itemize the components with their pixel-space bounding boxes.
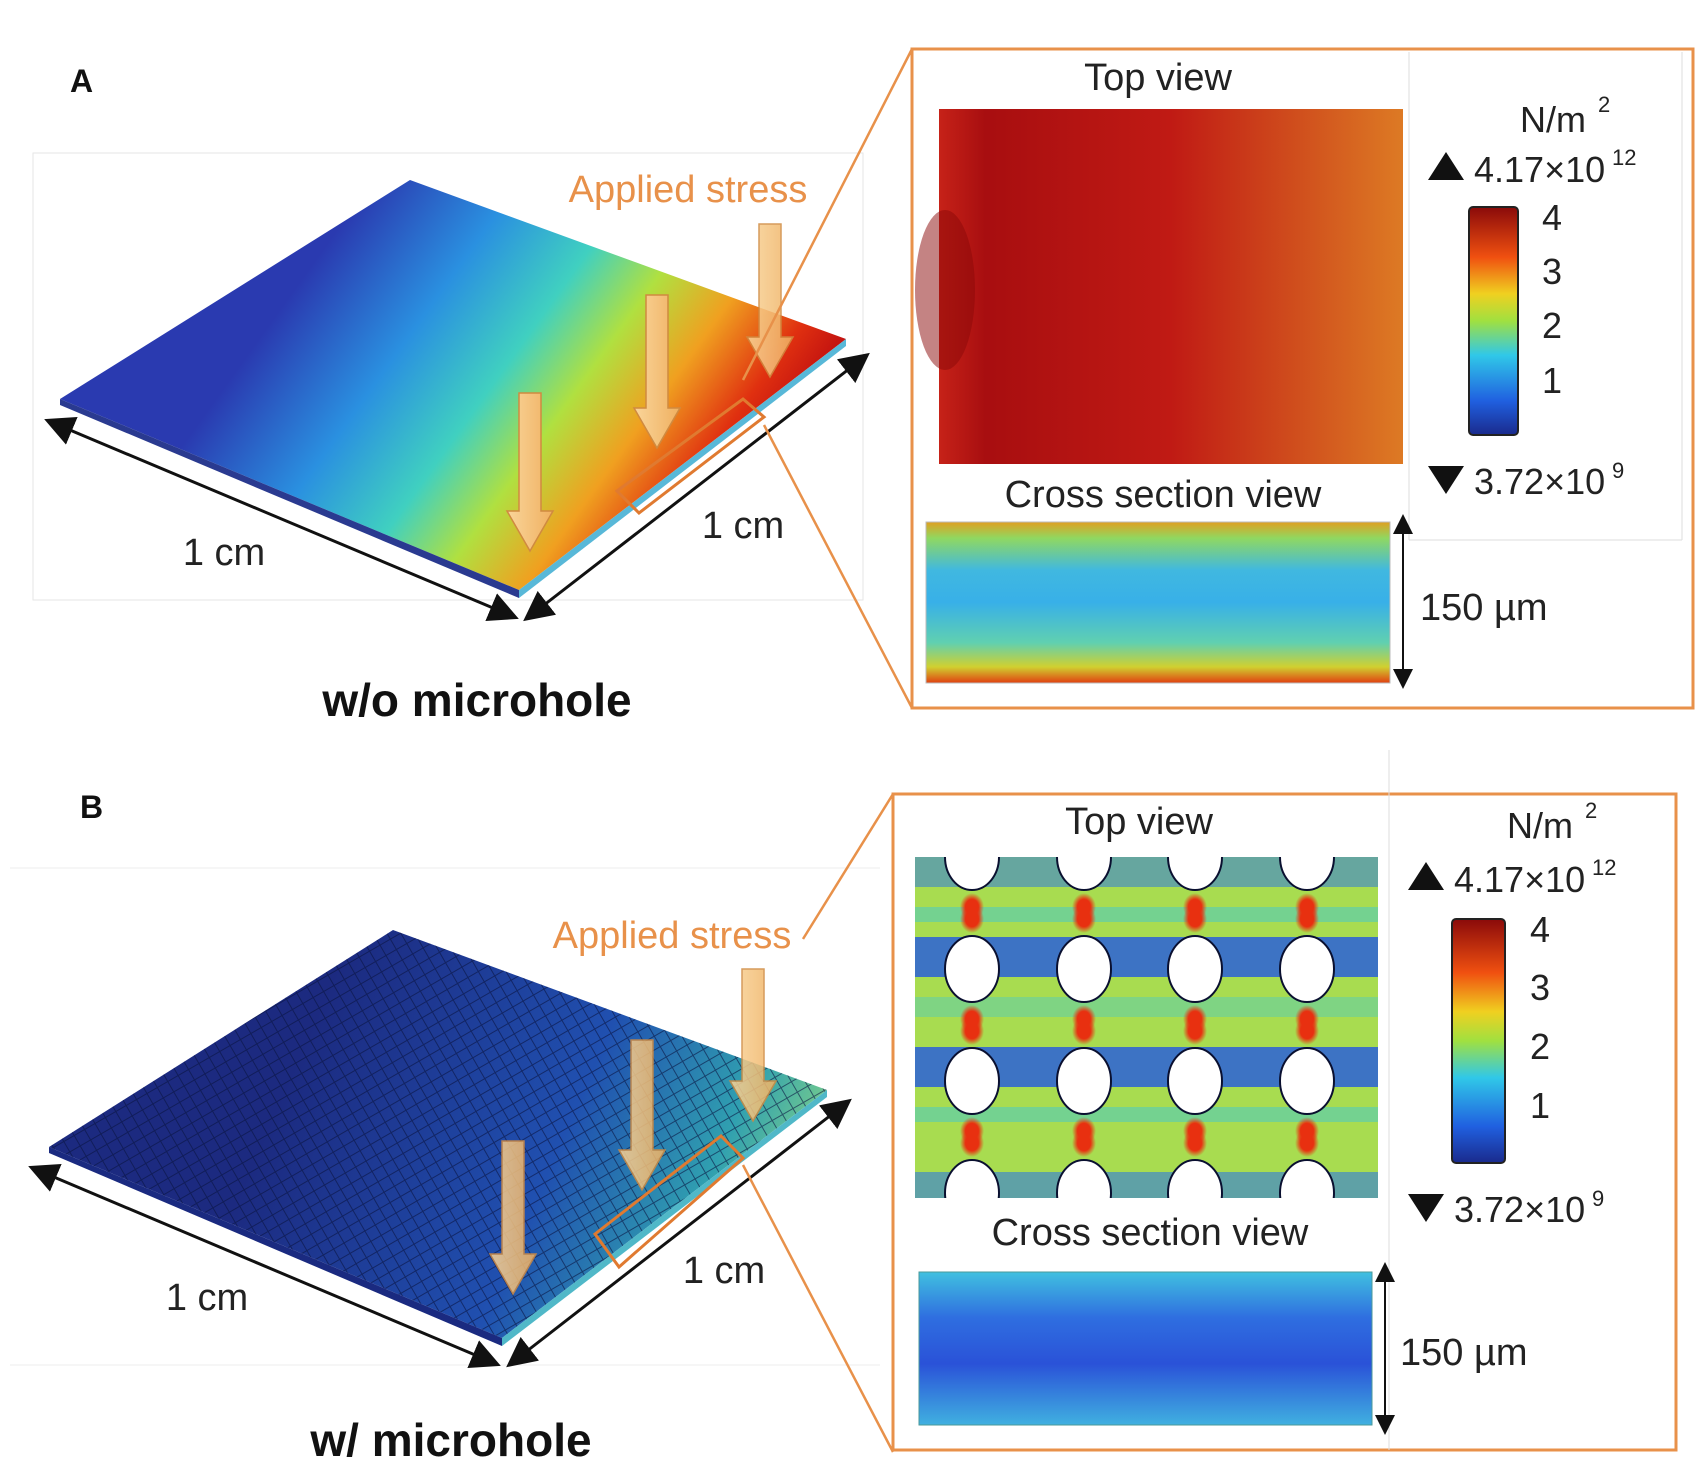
unit-exponent: 2 [1598, 92, 1610, 117]
microhole [1167, 857, 1223, 891]
microhole [1167, 1047, 1223, 1115]
colorbar-tick: 1 [1542, 360, 1562, 401]
thickness-label: 150 µm [1420, 587, 1548, 629]
panel-label: B [80, 789, 103, 825]
min-triangle-icon [1428, 466, 1464, 494]
dimension-line [523, 352, 870, 622]
max-triangle-icon [1428, 152, 1464, 180]
max-exponent: 12 [1612, 145, 1636, 170]
stress-concentration [960, 1129, 984, 1157]
stress-concentration [1295, 905, 1319, 933]
panel-caption: w/o microhole [321, 674, 631, 726]
colorbar-tick: 4 [1530, 909, 1550, 950]
microhole [1167, 935, 1223, 1003]
colorbar-tick: 1 [1530, 1085, 1550, 1126]
microhole [1167, 1159, 1223, 1198]
cross-section-plot [925, 521, 1391, 684]
stress-concentration [1183, 1017, 1207, 1045]
dimension-line [44, 416, 519, 622]
connector-line [741, 1164, 895, 1453]
panel-b: B 1 cm 1 cm Applied stress w/ microhole … [10, 750, 1678, 1460]
top-view-plot [915, 857, 1378, 1198]
dimension-y-label: 1 cm [702, 505, 784, 547]
stress-concentration [1072, 905, 1096, 933]
panel-caption: w/ microhole [309, 1414, 591, 1460]
connector-line [762, 424, 914, 709]
top-view-title: Top view [1084, 57, 1232, 99]
microhole [1279, 935, 1335, 1003]
stress-concentration [1183, 905, 1207, 933]
zoom-region-box [614, 397, 767, 515]
microhole [1056, 1047, 1112, 1115]
dimension-y-label: 1 cm [683, 1250, 765, 1292]
stress-arrow-icon [488, 1140, 538, 1296]
stress-arrow-icon [632, 294, 682, 450]
max-triangle-icon [1408, 862, 1444, 890]
colorbar-tick: 4 [1542, 197, 1562, 238]
stress-arrow-icon [745, 223, 795, 379]
cross-section-title: Cross section view [992, 1212, 1309, 1254]
max-exponent: 12 [1592, 855, 1616, 880]
microhole [944, 857, 1000, 891]
max-value: 4.17×10 [1454, 859, 1585, 900]
stress-concentration [1072, 1129, 1096, 1157]
unit-label: N/m [1520, 99, 1586, 140]
microhole [944, 935, 1000, 1003]
min-exponent: 9 [1612, 458, 1624, 483]
stress-arrows [505, 223, 795, 553]
panel-label: A [70, 63, 93, 99]
applied-stress-label: Applied stress [553, 915, 792, 957]
microhole [1056, 935, 1112, 1003]
stress-arrow-icon [617, 1039, 667, 1192]
colorbar: N/m 2 4.17×10 12 4 3 2 1 3.72×10 9 [1408, 798, 1616, 1230]
colorbar-tick: 2 [1542, 305, 1562, 346]
unit-exponent: 2 [1585, 798, 1597, 823]
max-value: 4.17×10 [1474, 149, 1605, 190]
stress-arrows [488, 968, 778, 1296]
stress-hotspot [915, 210, 975, 370]
microhole [1279, 857, 1335, 891]
dimension-x-label: 1 cm [166, 1277, 248, 1319]
microhole [1056, 1159, 1112, 1198]
min-value: 3.72×10 [1474, 461, 1605, 502]
dimension-line [506, 1098, 852, 1368]
stress-concentration [960, 905, 984, 933]
connector-line [741, 48, 914, 381]
stress-concentration [1072, 1017, 1096, 1045]
zoom-region-box [592, 1134, 746, 1270]
cross-section-title: Cross section view [1005, 474, 1322, 516]
stress-concentration [1295, 1017, 1319, 1045]
top-view-title: Top view [1065, 801, 1213, 843]
top-view-plot [939, 109, 1403, 464]
microhole [1056, 857, 1112, 891]
stress-concentration [1183, 1129, 1207, 1157]
microhole [944, 1047, 1000, 1115]
connector-line [801, 793, 895, 940]
applied-stress-label: Applied stress [569, 169, 808, 211]
colorbar-tick: 3 [1542, 251, 1562, 292]
stress-arrow-icon [505, 392, 555, 553]
dimension-line [28, 1164, 501, 1368]
colorbar: N/m 2 4.17×10 12 4 3 2 1 3.72×10 9 [1428, 92, 1636, 502]
min-value: 3.72×10 [1454, 1189, 1585, 1230]
microhole [944, 1159, 1000, 1198]
stress-concentration [1295, 1129, 1319, 1157]
thickness-label: 150 µm [1400, 1332, 1528, 1374]
dimension-x-label: 1 cm [183, 532, 265, 574]
stress-arrow-icon [728, 968, 778, 1123]
cross-section-plot [918, 1271, 1373, 1426]
unit-label: N/m [1507, 805, 1573, 846]
colorbar-tick: 3 [1530, 967, 1550, 1008]
min-triangle-icon [1408, 1194, 1444, 1222]
microhole [1279, 1047, 1335, 1115]
panel-a: A 1 cm 1 cm Applied stress w/o microhole… [32, 47, 1695, 726]
colorbar-gradient [1451, 918, 1506, 1164]
colorbar-tick: 2 [1530, 1026, 1550, 1067]
stress-concentration [960, 1017, 984, 1045]
microhole [1279, 1159, 1335, 1198]
min-exponent: 9 [1592, 1186, 1604, 1211]
colorbar-gradient [1468, 206, 1519, 436]
